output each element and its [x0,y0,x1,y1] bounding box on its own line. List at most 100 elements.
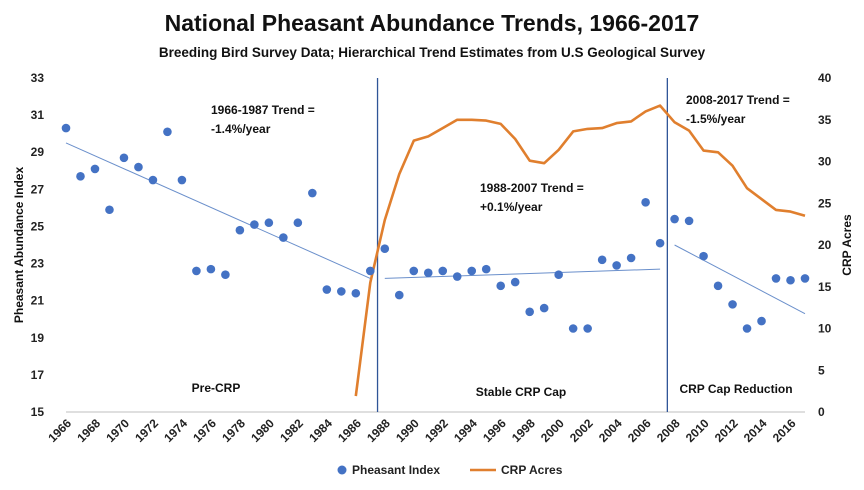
pheasant-index-point [655,238,665,248]
pheasant-index-point [525,307,534,317]
x-tick-label: 1980 [248,416,277,445]
pheasant-index-point [206,264,216,274]
pheasant-index-point [757,316,766,326]
x-tick-label: 1994 [451,416,480,445]
pheasant-index-point [583,324,592,333]
pheasant-index-point [250,220,259,229]
y-axis-ticks: 15 17 19 21 23 25 27 29 31 33 [31,71,45,419]
x-tick-label: 1988 [364,416,393,445]
pheasant-index-point [264,218,274,228]
x-tick-label: 1984 [306,416,335,445]
pheasant-index-point [134,162,143,172]
y-axis-label: Pheasant Abundance Index [12,167,26,324]
pheasant-index-point [452,272,462,281]
pheasant-index-point [279,233,288,242]
trend-note-value: -1.4%/year [211,122,271,136]
x-tick-label: 1986 [335,416,364,445]
pheasant-index-point [192,266,201,276]
pheasant-index-point [800,274,810,283]
y2-tick-label: 0 [818,405,825,419]
pheasant-index-point [423,268,433,278]
trend-line [674,244,806,315]
pheasant-index-point [481,264,491,274]
pheasant-index-point [568,324,578,333]
pheasant-index-point [626,253,636,263]
x-tick-label: 2002 [567,416,596,445]
pheasant-index-point [713,281,723,291]
pheasant-index-point [510,277,520,287]
pheasant-index-point [612,261,621,270]
y-tick-label: 15 [31,405,45,419]
y2-axis-ticks: 0 5 10 15 20 25 30 35 40 [818,71,832,419]
y2-tick-label: 25 [818,196,832,210]
crp-acres-line [354,104,806,397]
y2-tick-label: 40 [818,71,832,85]
trend-note-value: -1.5%/year [686,112,746,126]
pheasant-index-point [322,285,332,294]
pheasant-index-point [293,218,303,228]
x-tick-label: 1978 [219,416,248,445]
pheasant-index-point [670,214,679,224]
trend-notes: 1966-1987 Trend = -1.4%/year 1988-2007 Tre… [211,93,790,214]
y-tick-label: 19 [31,331,45,345]
pheasant-index-point [438,266,448,276]
pheasant-series [61,123,810,333]
y2-axis-label: CRP Acres [840,214,854,276]
pheasant-index-point [699,251,708,261]
y2-tick-label: 5 [818,363,825,377]
y-tick-label: 27 [31,182,45,196]
pheasant-index-point [380,244,390,254]
pheasant-index-point [221,270,230,279]
x-tick-label: 1992 [422,416,451,445]
y-tick-label: 17 [31,368,45,382]
pheasant-index-point [786,275,795,285]
pheasant-index-point [409,266,419,276]
x-tick-label: 1976 [190,416,219,445]
pheasant-index-point [684,216,694,226]
plot-area: 15 17 19 21 23 25 27 29 31 33 0 5 10 15 20 25 30 35 40 19… [31,71,832,445]
pheasant-index-point [365,266,375,276]
pheasant-index-point [351,288,361,298]
legend-crp-label: CRP Acres [501,463,563,477]
y-tick-label: 23 [31,257,45,271]
trend-note-label: 1988-2007 Trend = [480,181,584,195]
x-tick-label: 2008 [654,416,683,445]
y2-tick-label: 15 [818,280,832,294]
x-tick-label: 1996 [480,416,509,445]
x-tick-label: 1998 [509,416,538,445]
x-tick-label: 2004 [596,416,625,445]
pheasant-index-point [90,164,100,174]
pheasant-index-point [61,123,71,133]
y-tick-label: 29 [31,145,45,159]
pheasant-index-point [467,266,477,276]
trend-line [384,268,661,279]
y-tick-label: 25 [31,219,45,233]
x-tick-label: 1972 [132,416,161,445]
chart-subtitle: Breeding Bird Survey Data; Hierarchical … [159,45,706,60]
pheasant-index-point [742,324,752,333]
x-tick-label: 1970 [103,416,132,445]
pheasant-index-point [554,270,563,279]
trend-line [65,142,371,279]
pheasant-index-point [337,287,346,296]
pheasant-index-point [76,172,85,181]
legend: Pheasant Index CRP Acres [337,463,563,477]
trend-note-label: 1966-1987 Trend = [211,103,315,117]
pheasant-index-point [163,127,172,137]
x-tick-label: 2012 [712,416,741,445]
pheasant-index-point [539,303,549,313]
crp-series [354,104,806,397]
x-tick-label: 2016 [770,416,799,445]
y2-tick-label: 10 [818,322,832,336]
period-label: CRP Cap Reduction [679,382,792,396]
period-labels: Pre-CRP Stable CRP Cap CRP Cap Reduction [192,381,793,399]
pheasant-index-point [308,188,317,198]
y-tick-label: 31 [31,108,45,122]
pheasant-index-point [496,281,506,291]
y2-tick-label: 35 [818,113,832,127]
legend-pheasant-marker [337,465,347,475]
trend-note-value: +0.1%/year [480,200,543,214]
y2-tick-label: 30 [818,155,832,169]
x-tick-label: 2006 [625,416,654,445]
